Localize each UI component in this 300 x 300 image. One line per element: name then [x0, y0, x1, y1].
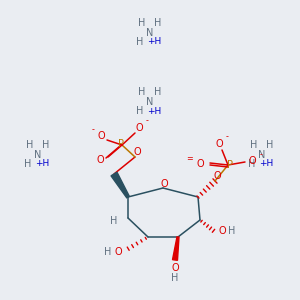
- Text: H: H: [110, 216, 118, 226]
- Text: O: O: [215, 139, 223, 149]
- Text: H: H: [248, 159, 256, 169]
- Text: -: -: [92, 125, 94, 134]
- Text: +H: +H: [35, 160, 49, 169]
- Text: P: P: [118, 139, 124, 149]
- Text: =: =: [187, 154, 194, 164]
- Text: P: P: [227, 160, 233, 170]
- Text: H: H: [26, 140, 34, 150]
- Text: O: O: [97, 131, 105, 141]
- Text: -: -: [146, 116, 148, 125]
- Text: H: H: [154, 18, 162, 28]
- Text: O: O: [218, 226, 226, 236]
- Text: H: H: [154, 87, 162, 97]
- Text: H: H: [136, 37, 144, 47]
- Text: N: N: [146, 28, 154, 38]
- Text: O: O: [135, 123, 143, 133]
- Text: H: H: [24, 159, 32, 169]
- Text: +H: +H: [259, 160, 273, 169]
- Text: O: O: [248, 156, 256, 166]
- Text: O: O: [171, 263, 179, 273]
- Text: O: O: [160, 179, 168, 189]
- Text: N: N: [146, 97, 154, 107]
- Text: +H: +H: [147, 38, 161, 46]
- Text: -: -: [226, 133, 228, 142]
- Text: H: H: [136, 106, 144, 116]
- Text: H: H: [42, 140, 50, 150]
- Text: -: -: [260, 151, 262, 160]
- Text: O: O: [196, 159, 204, 169]
- Text: O: O: [114, 247, 122, 257]
- Text: N: N: [258, 150, 266, 160]
- Text: H: H: [138, 18, 146, 28]
- Text: H: H: [171, 273, 179, 283]
- Text: O: O: [213, 171, 221, 181]
- Text: H: H: [104, 247, 112, 257]
- Polygon shape: [111, 172, 129, 198]
- Text: O: O: [133, 147, 141, 157]
- Text: H: H: [138, 87, 146, 97]
- Text: N: N: [34, 150, 42, 160]
- Text: O: O: [96, 155, 104, 165]
- Text: H: H: [250, 140, 258, 150]
- Text: H: H: [228, 226, 236, 236]
- Polygon shape: [172, 237, 179, 260]
- Text: H: H: [266, 140, 274, 150]
- Text: +H: +H: [147, 106, 161, 116]
